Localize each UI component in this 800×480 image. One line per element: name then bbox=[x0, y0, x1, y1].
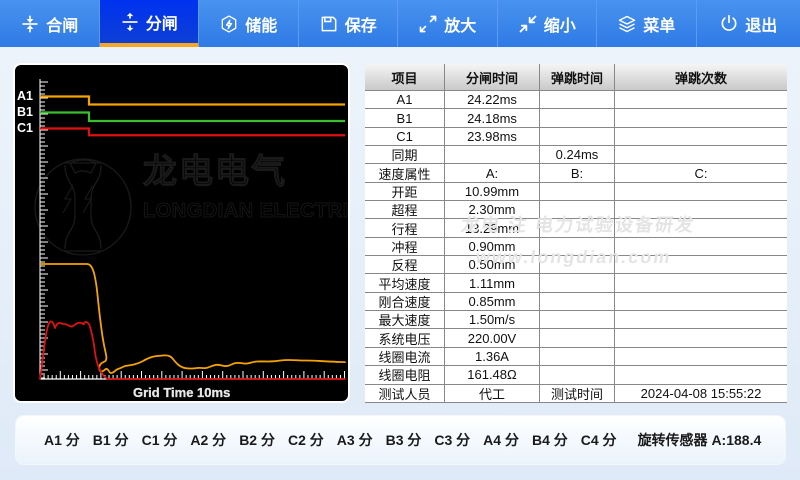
svg-text:LONGDIAN ELECTRIC: LONGDIAN ELECTRIC bbox=[143, 200, 350, 222]
svg-text:龙电电气: 龙电电气 bbox=[143, 153, 287, 191]
svg-text:B1: B1 bbox=[17, 105, 33, 119]
svg-text:A1: A1 bbox=[17, 89, 33, 103]
svg-text:Grid Time 10ms: Grid Time 10ms bbox=[133, 385, 230, 400]
svg-text:C1: C1 bbox=[17, 121, 33, 135]
